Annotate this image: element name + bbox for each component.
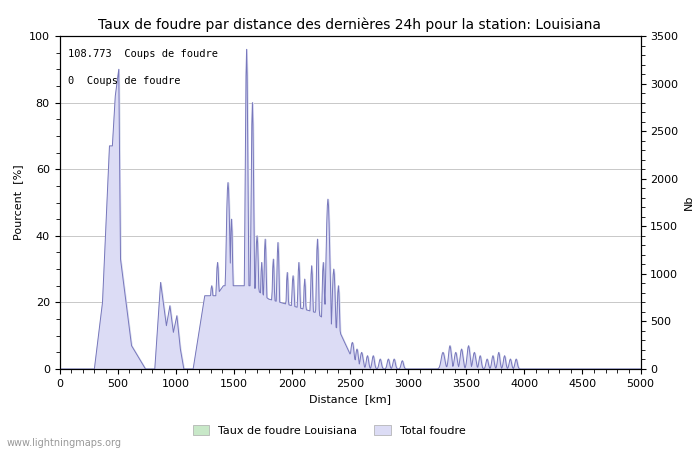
Title: Taux de foudre par distance des dernières 24h pour la station: Louisiana: Taux de foudre par distance des dernière… — [99, 18, 601, 32]
Y-axis label: Pourcent  [%]: Pourcent [%] — [13, 165, 23, 240]
Text: 108.773  Coups de foudre: 108.773 Coups de foudre — [68, 50, 218, 59]
Legend: Taux de foudre Louisiana, Total foudre: Taux de foudre Louisiana, Total foudre — [188, 420, 470, 440]
Y-axis label: Nb: Nb — [684, 195, 694, 210]
Text: 0  Coups de foudre: 0 Coups de foudre — [68, 76, 181, 86]
Text: www.lightningmaps.org: www.lightningmaps.org — [7, 438, 122, 448]
X-axis label: Distance  [km]: Distance [km] — [309, 394, 391, 404]
